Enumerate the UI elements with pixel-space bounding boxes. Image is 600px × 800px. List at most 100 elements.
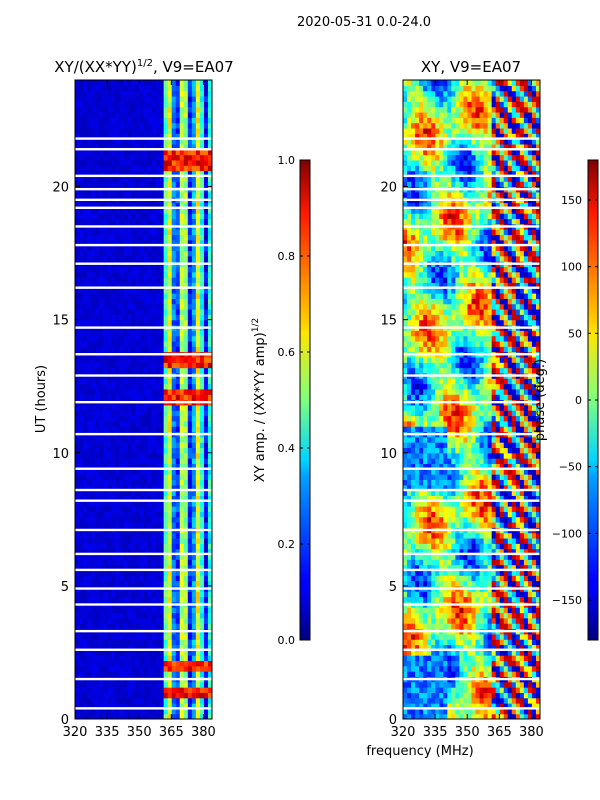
heatmap-cell: [139, 612, 145, 619]
heatmap-cell: [183, 154, 189, 161]
heatmap-cell: [199, 532, 205, 539]
heatmap-cell: [403, 607, 408, 614]
heatmap-cell: [123, 580, 128, 587]
heatmap-cell: [111, 420, 116, 427]
heatmap-cell: [151, 218, 157, 225]
heatmap-cell: [171, 442, 177, 449]
heatmap-cell: [203, 149, 209, 156]
heatmap-cell: [99, 655, 104, 662]
heatmap-cell: [423, 697, 428, 704]
heatmap-cell: [131, 687, 137, 693]
heatmap-cell: [199, 516, 205, 523]
heatmap-cell: [191, 697, 197, 704]
heatmap-cell: [99, 665, 104, 672]
figure-suptitle: 2020-05-31 0.0-24.0: [297, 15, 431, 30]
heatmap-cell: [119, 175, 124, 182]
heatmap-cell: [119, 612, 124, 619]
heatmap-cell: [119, 346, 124, 353]
heatmap-cell: [199, 378, 205, 385]
heatmap-cell: [83, 298, 88, 305]
heatmap-cell: [127, 575, 133, 582]
heatmap-cell: [91, 665, 96, 672]
heatmap-cell: [83, 101, 88, 108]
heatmap-cell: [179, 207, 185, 214]
heatmap-cell: [155, 569, 161, 576]
heatmap-cell: [119, 495, 124, 502]
heatmap-cell: [191, 436, 197, 443]
heatmap-cell: [155, 101, 161, 108]
heatmap-cell: [199, 649, 205, 656]
heatmap-cell: [475, 703, 481, 709]
heatmap-cell: [187, 468, 193, 475]
heatmap-cell: [87, 340, 92, 347]
heatmap-cell: [507, 665, 513, 672]
heatmap-cell: [179, 665, 185, 672]
heatmap-cell: [403, 596, 408, 603]
heatmap-cell: [111, 250, 116, 257]
heatmap-cell: [535, 623, 540, 630]
heatmap-cell: [163, 138, 169, 145]
heatmap-cell: [163, 537, 169, 544]
heatmap-cell: [175, 532, 181, 539]
heatmap-cell: [183, 255, 189, 262]
heatmap-cell: [443, 687, 448, 693]
heatmap-cell: [111, 170, 116, 177]
heatmap-cell: [131, 287, 137, 294]
heatmap-cell: [171, 181, 177, 188]
flagged-gap-row: [75, 528, 212, 532]
heatmap-cell: [95, 543, 100, 550]
heatmap-cell: [91, 516, 96, 523]
heatmap-cell: [179, 175, 185, 182]
heatmap-cell: [207, 388, 212, 395]
heatmap-cell: [115, 681, 120, 688]
heatmap-cell: [187, 617, 193, 624]
heatmap-cell: [175, 559, 181, 566]
heatmap-cell: [155, 330, 161, 337]
heatmap-cell: [171, 591, 177, 598]
heatmap-cell: [175, 282, 181, 289]
heatmap-cell: [183, 245, 189, 251]
heatmap-cell: [155, 159, 161, 166]
heatmap-cell: [459, 644, 465, 651]
heatmap-cell: [175, 378, 181, 385]
heatmap-cell: [99, 623, 104, 630]
heatmap-cell: [167, 500, 173, 507]
heatmap-cell: [111, 426, 116, 433]
heatmap-cell: [471, 708, 477, 715]
heatmap-cell: [107, 330, 112, 337]
heatmap-cell: [163, 319, 169, 326]
heatmap-cell: [423, 612, 428, 619]
heatmap-cell: [131, 537, 137, 544]
heatmap-cell: [155, 708, 161, 715]
heatmap-cell: [155, 106, 161, 113]
heatmap-cell: [131, 703, 137, 709]
heatmap-cell: [95, 426, 100, 433]
heatmap-cell: [159, 229, 165, 236]
heatmap-cell: [111, 346, 116, 353]
heatmap-cell: [111, 479, 116, 486]
heatmap-cell: [143, 521, 149, 528]
heatmap-cell: [187, 101, 193, 108]
heatmap-cell: [95, 436, 100, 443]
heatmap-cell: [115, 90, 120, 97]
heatmap-cell: [107, 383, 112, 390]
heatmap-cell: [151, 564, 157, 571]
heatmap-cell: [103, 436, 108, 443]
heatmap-cell: [171, 80, 177, 86]
heatmap-cell: [463, 633, 469, 640]
heatmap-cell: [75, 516, 80, 523]
heatmap-cell: [103, 692, 108, 699]
heatmap-cell: [123, 644, 128, 651]
heatmap-cell: [167, 665, 173, 672]
heatmap-cell: [103, 175, 108, 182]
heatmap-cell: [91, 293, 96, 299]
heatmap-cell: [207, 335, 212, 342]
heatmap-cell: [187, 239, 193, 246]
heatmap-cell: [107, 133, 112, 140]
heatmap-cell: [83, 175, 88, 182]
heatmap-cell: [159, 649, 165, 656]
heatmap-cell: [491, 612, 497, 619]
heatmap-cell: [123, 516, 128, 523]
heatmap-cell: [127, 463, 133, 470]
heatmap-cell: [107, 468, 112, 475]
